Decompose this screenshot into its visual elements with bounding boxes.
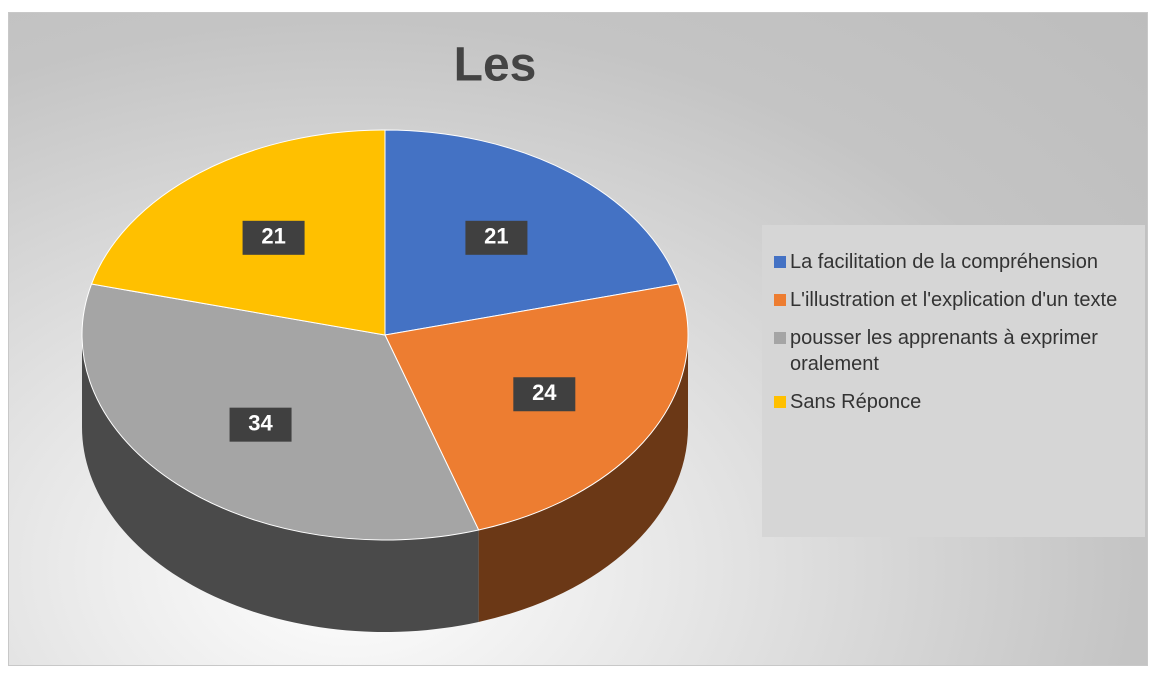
legend-label: L'illustration et l'explication d'un tex… — [790, 289, 1118, 311]
slice — [90, 129, 386, 336]
slice-side — [82, 335, 479, 633]
legend-entry: Sans Réponce — [774, 389, 1131, 415]
legend: La facilitation de la compréhension L'ill… — [762, 225, 1145, 537]
data-label-box — [465, 220, 528, 255]
legend-entry: L'illustration et l'explication d'un tex… — [774, 287, 1131, 313]
data-label-box — [513, 377, 576, 412]
legend-swatch — [774, 256, 786, 268]
legend-entry: La facilitation de la compréhension — [774, 249, 1131, 275]
legend-entry: pousser les apprenants à exprimer oralem… — [774, 325, 1131, 377]
chart-title: Les — [454, 39, 537, 92]
data-label-box — [229, 407, 292, 442]
legend-swatch — [774, 332, 786, 344]
legend-swatch — [774, 294, 786, 306]
data-label: 34 — [248, 410, 273, 435]
legend-label: La facilitation de la compréhension — [790, 251, 1098, 273]
pie-sides — [82, 335, 688, 633]
legend-label: Sans Réponce — [790, 391, 922, 413]
data-label-box — [242, 220, 305, 255]
data-label: 21 — [261, 224, 285, 249]
data-label: 24 — [532, 380, 557, 405]
slice — [384, 129, 680, 336]
legend-label: pousser les apprenants à exprimer oralem… — [790, 327, 1098, 375]
slice-side — [478, 335, 688, 622]
data-label: 21 — [484, 224, 508, 249]
legend-swatch — [774, 396, 786, 408]
